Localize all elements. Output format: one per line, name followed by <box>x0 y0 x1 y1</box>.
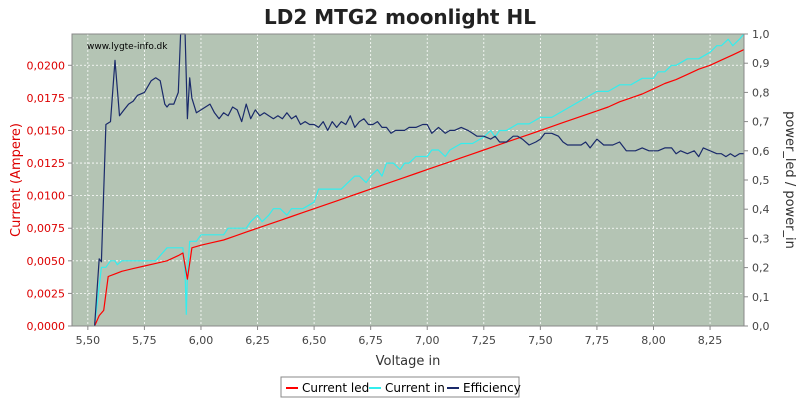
series-lines <box>94 33 745 327</box>
y-right-axis-label: power_led / power_in <box>782 111 797 249</box>
y-left-axis-label: Current (Ampere) <box>9 123 24 237</box>
series-line-current-in <box>94 33 745 327</box>
x-tick-label: 5,75 <box>132 334 157 347</box>
plot-area <box>72 34 744 326</box>
legend-label-current-led: Current led <box>302 381 369 395</box>
series-line-current-led <box>94 49 745 327</box>
x-tick-label: 6,25 <box>245 334 270 347</box>
y-left-tick-label: 0,0150 <box>27 124 66 137</box>
legend-box <box>280 376 520 398</box>
y-left-tick-label: 0,0175 <box>27 92 66 105</box>
y-left-tick-label: 0,0125 <box>27 157 66 170</box>
y-right-tick-label: 0,2 <box>752 262 770 275</box>
x-tick-label: 7,75 <box>585 334 610 347</box>
x-tick-label: 6,75 <box>358 334 383 347</box>
legend-label-efficiency: Efficiency <box>463 381 521 395</box>
y-right-axis-ticks: 0,0 0,1 0,2 0,3 0,4 0,5 0,6 0,7 0,8 0,9 1,0 <box>744 28 770 333</box>
y-left-tick-label: 0,0025 <box>27 287 66 300</box>
legend: Current led Current in Efficiency <box>280 376 521 398</box>
y-right-tick-label: 0,3 <box>752 232 770 245</box>
watermark-text: www.lygte-info.dk <box>87 42 168 52</box>
series-line-efficiency <box>94 33 744 327</box>
x-tick-label: 6,00 <box>189 334 214 347</box>
y-left-tick-label: 0,0200 <box>27 59 66 72</box>
x-tick-label: 7,50 <box>528 334 553 347</box>
x-tick-label: 7,25 <box>472 334 497 347</box>
y-right-tick-label: 0,1 <box>752 291 770 304</box>
x-tick-label: 8,00 <box>641 334 666 347</box>
x-tick-label: 8,25 <box>698 334 723 347</box>
x-tick-label: 7,00 <box>415 334 440 347</box>
y-right-tick-label: 0,8 <box>752 86 770 99</box>
y-right-tick-label: 0,4 <box>752 203 770 216</box>
y-left-tick-label: 0,0100 <box>27 190 66 203</box>
x-tick-label: 6,50 <box>302 334 327 347</box>
chart-title: LD2 MTG2 moonlight HL <box>264 5 536 29</box>
y-right-tick-label: 0,0 <box>752 320 770 333</box>
y-right-tick-label: 0,7 <box>752 116 770 129</box>
y-right-tick-label: 0,5 <box>752 174 770 187</box>
y-left-axis-ticks: 0,0000 0,0025 0,0050 0,0075 0,0100 0,0125 0,01… <box>27 59 72 333</box>
y-left-tick-label: 0,0000 <box>27 320 66 333</box>
y-right-tick-label: 0,9 <box>752 57 770 70</box>
x-axis-ticks: 5,50 5,75 6,00 6,25 6,50 6,75 7,00 7,25 7,50 7,75… <box>76 326 723 347</box>
y-left-tick-label: 0,0050 <box>27 255 66 268</box>
legend-label-current-in: Current in <box>385 381 445 395</box>
x-axis-label: Voltage in <box>376 354 441 369</box>
y-right-tick-label: 1,0 <box>752 28 770 41</box>
y-right-tick-label: 0,6 <box>752 145 770 158</box>
y-left-tick-label: 0,0075 <box>27 222 66 235</box>
x-tick-label: 5,50 <box>76 334 101 347</box>
